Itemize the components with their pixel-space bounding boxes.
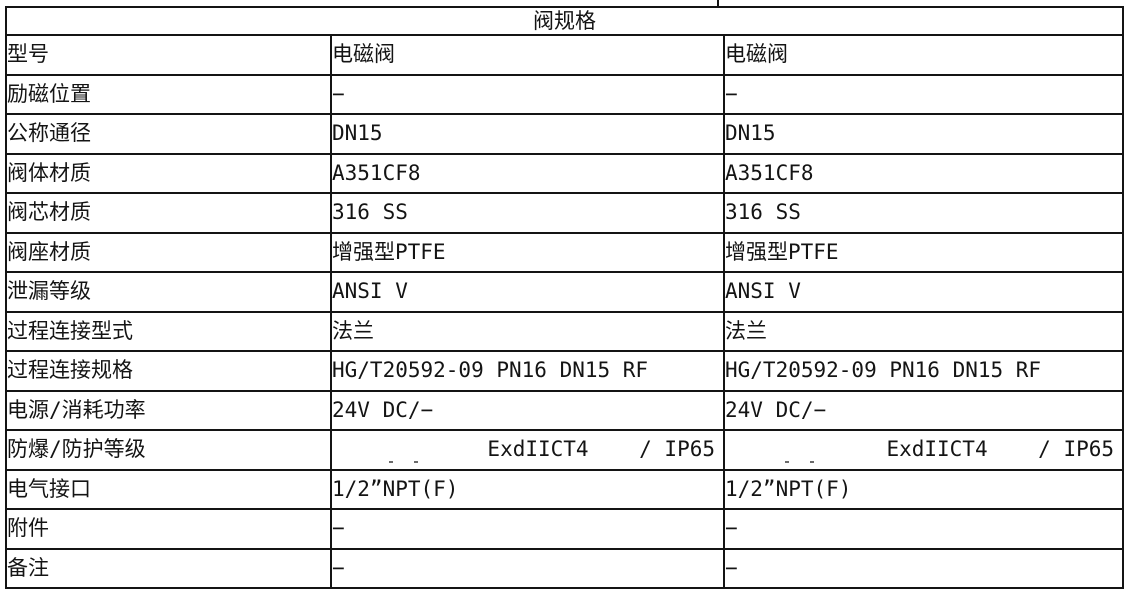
table-row: 备注 − − bbox=[5, 547, 1125, 589]
spec-value-1: HG/T20592-09 PN16 DN15 RF bbox=[330, 350, 725, 392]
spec-value-1: ANSI V bbox=[330, 271, 725, 313]
table-row: 型号 电磁阀 电磁阀 bbox=[5, 34, 1125, 76]
spec-value-1: 24V DC/− bbox=[330, 389, 725, 431]
spec-value-1: 1/2”NPT(F) bbox=[330, 468, 725, 510]
spec-value-1: − bbox=[330, 508, 725, 550]
spec-label: 附件 bbox=[5, 508, 332, 550]
spec-label: 阀座材质 bbox=[5, 231, 332, 273]
table-row: 过程连接型式 法兰 法兰 bbox=[5, 310, 1125, 352]
spec-value-1: 电磁阀 bbox=[330, 34, 725, 76]
spec-label: 型号 bbox=[5, 34, 332, 76]
table-row: 电气接口 1/2”NPT(F) 1/2”NPT(F) bbox=[5, 468, 1125, 510]
table-row: 附件 − − bbox=[5, 508, 1125, 550]
spec-value-2: 法兰 bbox=[722, 310, 1125, 352]
spec-value-1: 增强型PTFE bbox=[330, 231, 725, 273]
spec-value-2: − bbox=[722, 547, 1125, 589]
spec-value-2: − bbox=[722, 73, 1125, 115]
artifact-dot bbox=[810, 461, 814, 463]
spec-label: 电源/消耗功率 bbox=[5, 389, 332, 431]
table-row: 泄漏等级 ANSI V ANSI V bbox=[5, 271, 1125, 313]
table-title-row: 阀规格 bbox=[4, 6, 1125, 36]
spec-value-2: A351CF8 bbox=[722, 152, 1125, 194]
spec-label: 过程连接型式 bbox=[5, 310, 332, 352]
spec-value-1: − bbox=[330, 547, 725, 589]
spec-value-1: 316 SS bbox=[330, 192, 725, 234]
spec-label: 电气接口 bbox=[5, 468, 332, 510]
table-row: 阀芯材质 316 SS 316 SS bbox=[5, 192, 1125, 234]
spec-value-2: 24V DC/− bbox=[722, 389, 1125, 431]
table-row: 阀体材质 A351CF8 A351CF8 bbox=[5, 152, 1125, 194]
artifact-dot bbox=[414, 461, 418, 463]
column-line-stub bbox=[717, 0, 719, 8]
spec-label: 励磁位置 bbox=[5, 73, 332, 115]
spec-label: 阀体材质 bbox=[5, 152, 332, 194]
spec-value-1: − bbox=[330, 73, 725, 115]
spec-value-2: 1/2”NPT(F) bbox=[722, 468, 1125, 510]
table-row: 公称通径 DN15 DN15 bbox=[5, 113, 1125, 155]
table-title: 阀规格 bbox=[4, 6, 1125, 36]
spec-label: 公称通径 bbox=[5, 113, 332, 155]
spec-value-2: HG/T20592-09 PN16 DN15 RF bbox=[722, 350, 1125, 392]
spec-value-2: 电磁阀 bbox=[722, 34, 1125, 76]
spec-value-1: A351CF8 bbox=[330, 152, 725, 194]
spec-value-2: 316 SS bbox=[722, 192, 1125, 234]
table-row: 阀座材质 增强型PTFE 增强型PTFE bbox=[5, 231, 1125, 273]
table-row: 励磁位置 − − bbox=[5, 73, 1125, 115]
table-row: 防爆/防护等级 ExdIICT4 / IP65 ExdIICT4 / IP65 bbox=[5, 429, 1125, 471]
artifact-dot bbox=[785, 461, 789, 463]
spec-value-1: ExdIICT4 / IP65 bbox=[330, 429, 725, 471]
spec-label: 备注 bbox=[5, 547, 332, 589]
spec-value-1: 法兰 bbox=[330, 310, 725, 352]
spec-label: 泄漏等级 bbox=[5, 271, 332, 313]
table-row: 过程连接规格 HG/T20592-09 PN16 DN15 RF HG/T20592… bbox=[5, 350, 1125, 392]
spec-value-2: DN15 bbox=[722, 113, 1125, 155]
spec-table-body: 型号 电磁阀 电磁阀 励磁位置 − − 公称通径 DN15 DN15 阀体材质 A351CF8 A35… bbox=[5, 34, 1125, 589]
artifact-dot bbox=[389, 461, 393, 463]
spec-label: 过程连接规格 bbox=[5, 350, 332, 392]
spec-value-2: ExdIICT4 / IP65 bbox=[722, 429, 1125, 471]
spec-label: 阀芯材质 bbox=[5, 192, 332, 234]
spec-label: 防爆/防护等级 bbox=[5, 429, 332, 471]
spec-table: 阀规格 型号 电磁阀 电磁阀 励磁位置 − − 公称通径 DN15 DN15 阀体材质 A351CF… bbox=[4, 6, 1125, 589]
spec-value-1: DN15 bbox=[330, 113, 725, 155]
spec-value-2: 增强型PTFE bbox=[722, 231, 1125, 273]
spec-value-2: ANSI V bbox=[722, 271, 1125, 313]
spec-value-2: − bbox=[722, 508, 1125, 550]
table-row: 电源/消耗功率 24V DC/− 24V DC/− bbox=[5, 389, 1125, 431]
